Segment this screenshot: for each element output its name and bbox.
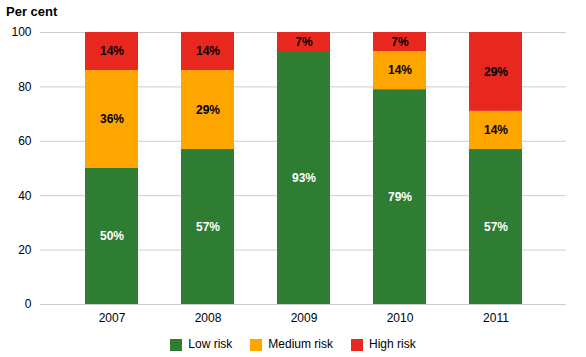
svg-text:29%: 29%	[484, 65, 508, 79]
svg-text:2009: 2009	[291, 311, 318, 325]
svg-text:0: 0	[25, 297, 32, 311]
svg-text:2008: 2008	[195, 311, 222, 325]
html-text:Per cent: Per cent	[6, 4, 58, 19]
html-text:High risk: High risk	[369, 337, 416, 351]
svg-text:40: 40	[18, 189, 32, 203]
svg-text:60: 60	[18, 134, 32, 148]
svg-text:7%: 7%	[295, 35, 313, 49]
svg-text:79%: 79%	[388, 190, 412, 204]
svg-text:50%: 50%	[100, 229, 124, 243]
svg-text:14%: 14%	[196, 44, 220, 58]
svg-text:57%: 57%	[196, 220, 220, 234]
svg-text:7%: 7%	[391, 35, 409, 49]
svg-text:100: 100	[11, 25, 31, 39]
html-text:Medium risk: Medium risk	[268, 337, 333, 351]
svg-text:2007: 2007	[99, 311, 126, 325]
svg-text:14%: 14%	[388, 63, 412, 77]
svg-text:36%: 36%	[100, 112, 124, 126]
svg-text:57%: 57%	[484, 220, 508, 234]
svg-text:2011: 2011	[483, 311, 509, 325]
svg-text:80: 80	[18, 80, 32, 94]
svg-text:20: 20	[18, 243, 32, 257]
svg-text:93%: 93%	[292, 171, 316, 185]
html-text:Low risk: Low risk	[188, 337, 233, 351]
svg-text:14%: 14%	[484, 123, 508, 137]
svg-text:2010: 2010	[387, 311, 414, 325]
svg-text:14%: 14%	[100, 44, 124, 58]
svg-text:29%: 29%	[196, 103, 220, 117]
